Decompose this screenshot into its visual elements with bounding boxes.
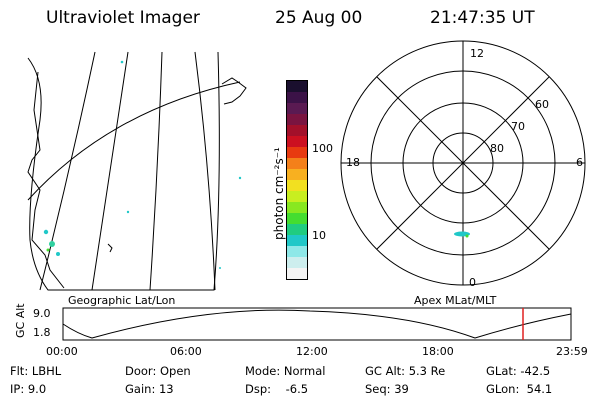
geographic-label: Geographic Lat/Lon	[68, 294, 176, 307]
mlt-label-18: 18	[346, 156, 360, 169]
glat-value: GLat: -42.5	[486, 364, 551, 378]
colorbar-tick-100: 100	[312, 142, 333, 155]
colorbar-tick-10: 10	[312, 229, 326, 242]
date-label: 25 Aug 00	[275, 8, 363, 28]
dsp-value: Dsp: -6.5	[245, 382, 309, 396]
timeline-axis-label: GC Alt	[14, 303, 27, 338]
instrument-title: Ultraviolet Imager	[46, 8, 200, 28]
mlat-label-80: 80	[490, 142, 504, 155]
time-label: 21:47:35 UT	[430, 8, 535, 28]
gc-alt-value: GC Alt: 5.3 Re	[365, 364, 446, 378]
mlt-label-6: 6	[576, 156, 583, 169]
mlat-label-60: 60	[535, 98, 549, 111]
mlat-label-70: 70	[511, 120, 525, 133]
timeline-ytick-1-8: 1.8	[33, 326, 51, 339]
door-value: Door: Open	[125, 364, 191, 378]
timeline-xtick-0600: 06:00	[170, 345, 202, 358]
colorbar-unit-label: photon cm⁻²s⁻¹	[272, 147, 286, 240]
timeline-xtick-2359: 23:59	[556, 345, 588, 358]
timeline-xtick-1200: 12:00	[296, 345, 328, 358]
gain-value: Gain: 13	[125, 382, 174, 396]
mlt-label-0: 0	[469, 276, 476, 289]
timeline-xtick-1800: 18:00	[422, 345, 454, 358]
timeline-ytick-9: 9.0	[33, 307, 51, 320]
mlt-label-12: 12	[470, 47, 484, 60]
ip-value: IP: 9.0	[10, 382, 47, 396]
timeline-xtick-0000: 00:00	[46, 345, 78, 358]
apex-label: Apex MLat/MLT	[414, 294, 497, 307]
seq-value: Seq: 39	[365, 382, 409, 396]
color-scale-bar	[286, 80, 308, 280]
glon-value: GLon: 54.1	[486, 382, 553, 396]
mode-value: Mode: Normal	[245, 364, 326, 378]
filter-value: Flt: LBHL	[10, 364, 62, 378]
